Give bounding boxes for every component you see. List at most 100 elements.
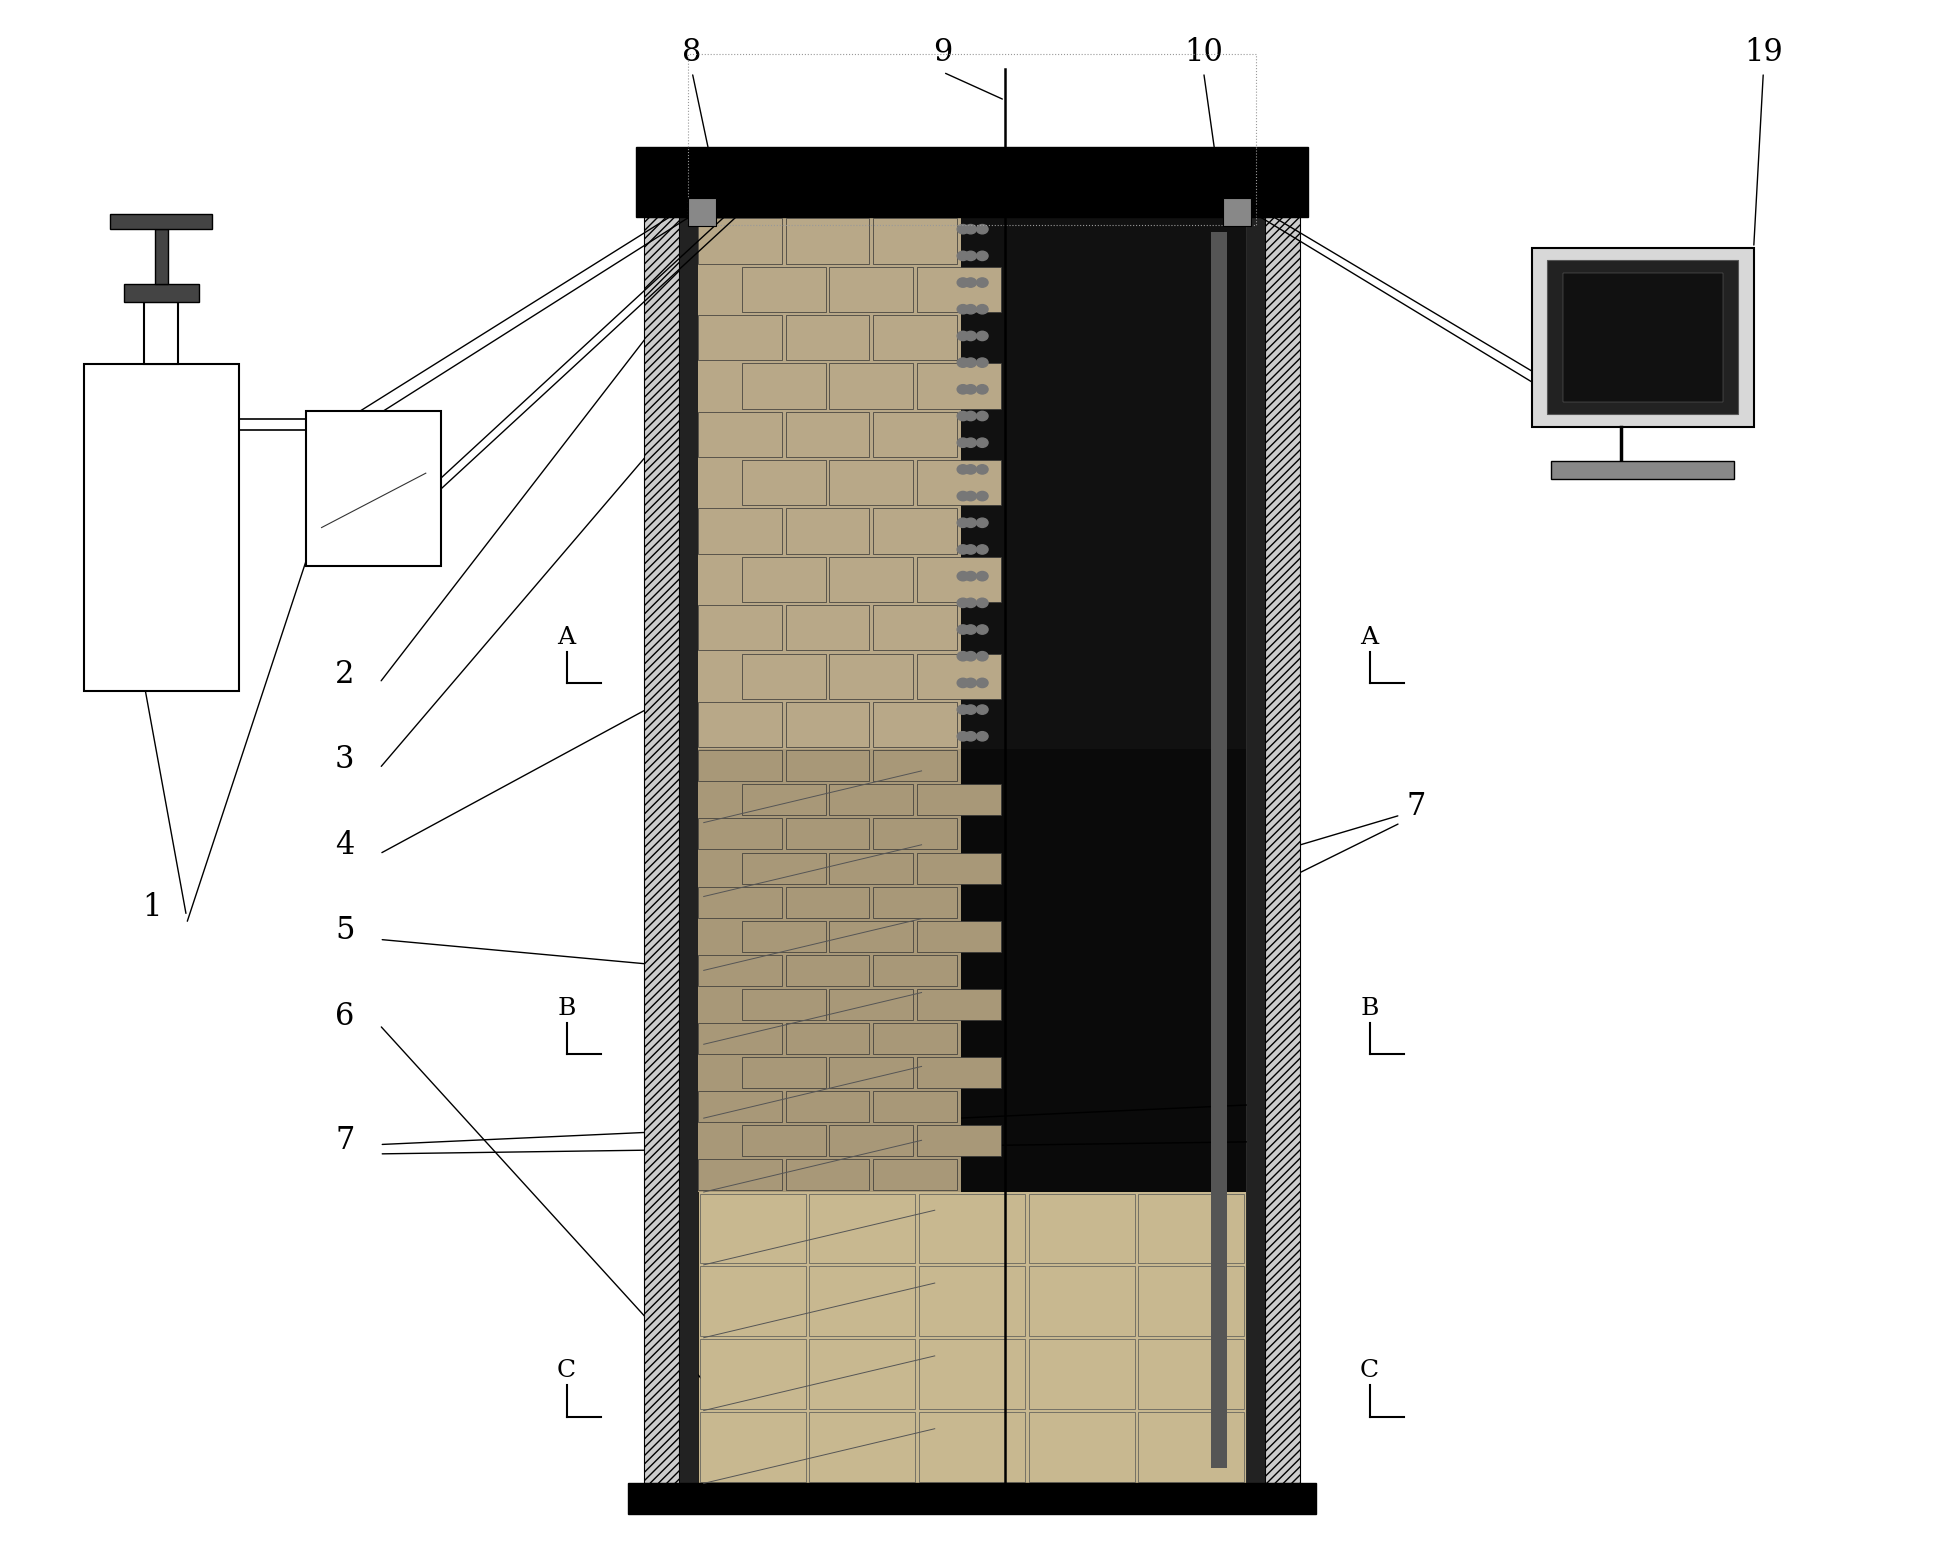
Bar bbox=[743, 989, 826, 1019]
Bar bbox=[785, 1159, 869, 1190]
Bar bbox=[1028, 1267, 1135, 1336]
Bar bbox=[873, 702, 956, 748]
Circle shape bbox=[956, 304, 968, 314]
Circle shape bbox=[964, 706, 976, 715]
Bar bbox=[698, 605, 781, 651]
Bar bbox=[920, 1267, 1024, 1336]
Text: 5: 5 bbox=[334, 916, 354, 947]
Circle shape bbox=[964, 437, 976, 447]
Bar bbox=[743, 853, 826, 884]
Bar bbox=[678, 216, 698, 1483]
Bar bbox=[918, 1126, 1001, 1156]
Circle shape bbox=[956, 384, 968, 394]
Circle shape bbox=[976, 571, 988, 580]
Bar bbox=[809, 1339, 916, 1410]
Bar bbox=[743, 267, 826, 312]
Bar bbox=[743, 459, 826, 505]
Circle shape bbox=[976, 331, 988, 340]
Bar bbox=[700, 1193, 805, 1264]
Circle shape bbox=[976, 544, 988, 554]
Circle shape bbox=[964, 384, 976, 394]
Bar bbox=[743, 364, 826, 409]
Circle shape bbox=[964, 544, 976, 554]
Text: 6: 6 bbox=[334, 1000, 354, 1032]
Text: A: A bbox=[558, 626, 575, 649]
Circle shape bbox=[956, 411, 968, 420]
Bar bbox=[1139, 1339, 1244, 1410]
Circle shape bbox=[976, 626, 988, 633]
Bar bbox=[809, 1193, 916, 1264]
Bar bbox=[743, 784, 826, 815]
Text: A: A bbox=[1361, 626, 1378, 649]
Circle shape bbox=[956, 732, 968, 742]
Bar bbox=[1223, 198, 1250, 226]
Bar bbox=[743, 920, 826, 952]
Bar bbox=[700, 1413, 805, 1482]
Text: 8: 8 bbox=[682, 38, 702, 69]
Bar bbox=[743, 1126, 826, 1156]
Bar bbox=[743, 1057, 826, 1088]
Bar bbox=[920, 1193, 1024, 1264]
Circle shape bbox=[964, 304, 976, 314]
Bar bbox=[688, 53, 1256, 224]
Bar bbox=[698, 216, 960, 750]
Circle shape bbox=[956, 331, 968, 340]
Bar bbox=[156, 229, 167, 284]
Circle shape bbox=[956, 652, 968, 660]
Text: C: C bbox=[1361, 1359, 1378, 1383]
Circle shape bbox=[976, 278, 988, 287]
Circle shape bbox=[964, 597, 976, 607]
Bar bbox=[1547, 260, 1738, 414]
Text: 4: 4 bbox=[334, 829, 354, 861]
Bar bbox=[830, 654, 914, 699]
Circle shape bbox=[964, 491, 976, 500]
Bar bbox=[785, 605, 869, 651]
Circle shape bbox=[964, 652, 976, 660]
Bar bbox=[305, 411, 441, 566]
Circle shape bbox=[976, 437, 988, 447]
Circle shape bbox=[976, 464, 988, 474]
Circle shape bbox=[964, 224, 976, 234]
Bar bbox=[830, 267, 914, 312]
Circle shape bbox=[956, 679, 968, 688]
Circle shape bbox=[964, 679, 976, 688]
Circle shape bbox=[976, 597, 988, 607]
Circle shape bbox=[964, 331, 976, 340]
Bar bbox=[1266, 216, 1301, 1483]
Bar bbox=[643, 216, 678, 1483]
Bar bbox=[698, 818, 781, 850]
Circle shape bbox=[976, 732, 988, 742]
Bar bbox=[873, 818, 956, 850]
Bar bbox=[309, 463, 437, 563]
Text: C: C bbox=[558, 1359, 575, 1383]
Circle shape bbox=[956, 358, 968, 367]
Bar bbox=[698, 412, 781, 456]
Bar bbox=[873, 605, 956, 651]
Bar bbox=[698, 886, 781, 917]
Bar bbox=[873, 412, 956, 456]
Bar bbox=[918, 853, 1001, 884]
Circle shape bbox=[956, 626, 968, 633]
Bar bbox=[743, 654, 826, 699]
Circle shape bbox=[956, 544, 968, 554]
Bar bbox=[918, 920, 1001, 952]
Bar bbox=[873, 218, 956, 263]
Bar bbox=[1551, 461, 1734, 480]
Text: 1: 1 bbox=[142, 892, 161, 924]
Circle shape bbox=[976, 517, 988, 527]
Circle shape bbox=[976, 384, 988, 394]
Bar bbox=[830, 364, 914, 409]
Circle shape bbox=[976, 358, 988, 367]
Bar bbox=[918, 989, 1001, 1019]
Bar bbox=[918, 459, 1001, 505]
Bar bbox=[830, 1126, 914, 1156]
Bar bbox=[698, 702, 781, 748]
Text: 10: 10 bbox=[1184, 38, 1223, 69]
Bar bbox=[918, 784, 1001, 815]
Bar bbox=[830, 784, 914, 815]
Bar bbox=[698, 508, 781, 554]
Bar bbox=[636, 147, 1308, 216]
Bar bbox=[785, 702, 869, 748]
Bar bbox=[920, 1339, 1024, 1410]
Bar bbox=[873, 1159, 956, 1190]
